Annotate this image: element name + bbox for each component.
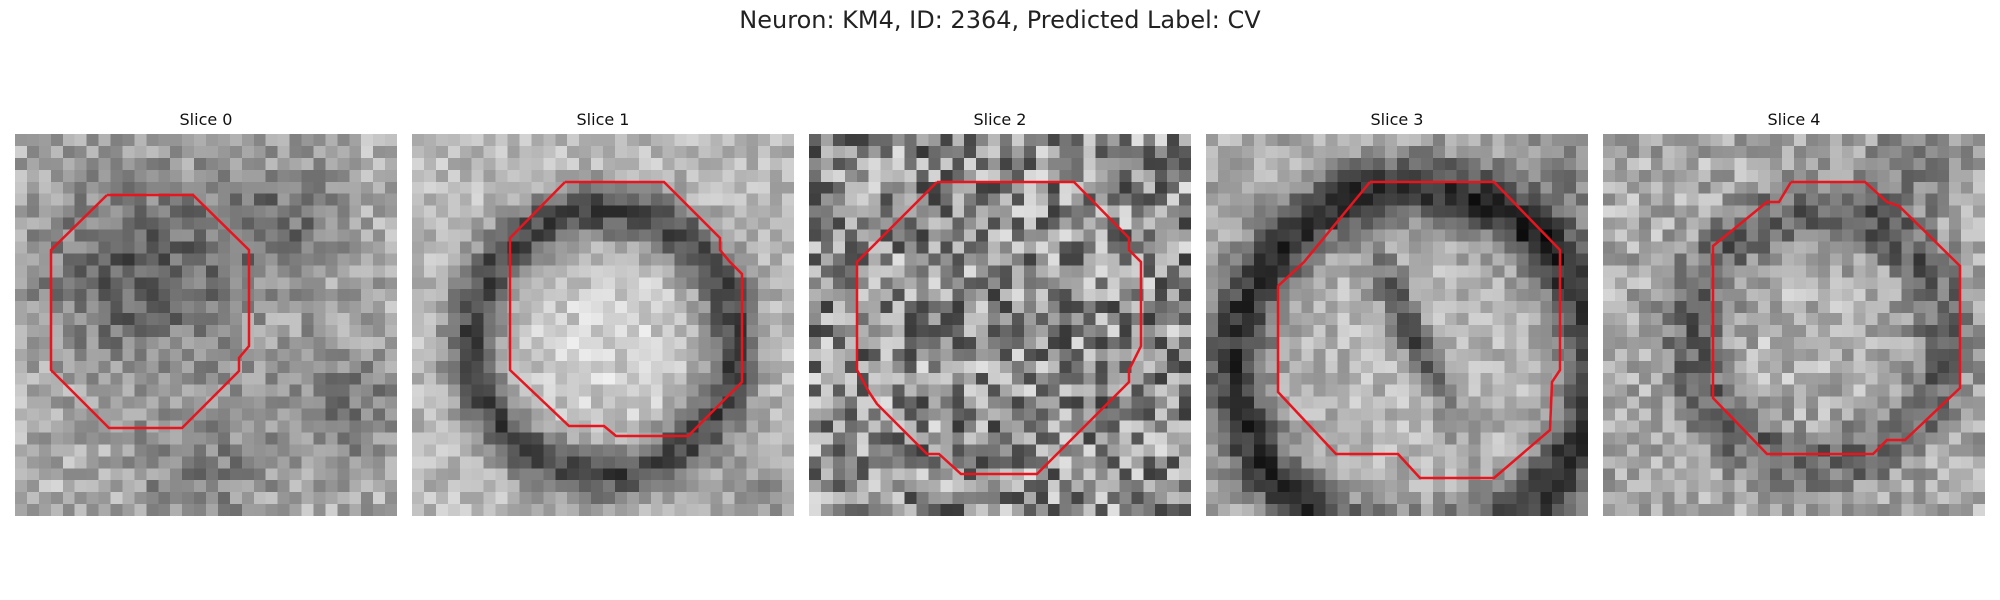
slice-image-0 [15, 134, 397, 516]
slice-title-0: Slice 0 [179, 110, 233, 129]
contour-overlay-1 [508, 180, 744, 438]
microscopy-image-0 [15, 134, 397, 516]
contour-overlay-0 [49, 193, 251, 430]
contour-overlay-3 [1276, 180, 1562, 480]
slice-image-4 [1603, 134, 1985, 516]
slice-panel-0: Slice 0 [15, 108, 397, 516]
slice-panel-2: Slice 2 [809, 108, 1191, 516]
slice-title-2: Slice 2 [973, 110, 1027, 129]
slice-title-3: Slice 3 [1370, 110, 1424, 129]
segmentation-contour-1 [508, 180, 744, 438]
figure-title: Neuron: KM4, ID: 2364, Predicted Label: … [739, 6, 1261, 34]
microscopy-image-4 [1603, 134, 1985, 516]
slice-title-4: Slice 4 [1767, 110, 1821, 129]
segmentation-contour-0 [49, 193, 251, 430]
slice-image-2 [809, 134, 1191, 516]
microscopy-image-1 [412, 134, 794, 516]
segmentation-contour-2 [855, 180, 1143, 476]
segmentation-contour-3 [1276, 180, 1562, 480]
slice-title-1: Slice 1 [576, 110, 630, 129]
contour-overlay-2 [855, 180, 1143, 476]
microscopy-image-2 [809, 134, 1191, 516]
slice-panel-1: Slice 1 [412, 108, 794, 516]
slice-panel-3: Slice 3 [1206, 108, 1588, 516]
segmentation-contour-4 [1711, 180, 1962, 456]
slice-image-1 [412, 134, 794, 516]
contour-overlay-4 [1711, 180, 1962, 456]
slice-panel-4: Slice 4 [1603, 108, 1985, 516]
slice-image-3 [1206, 134, 1588, 516]
